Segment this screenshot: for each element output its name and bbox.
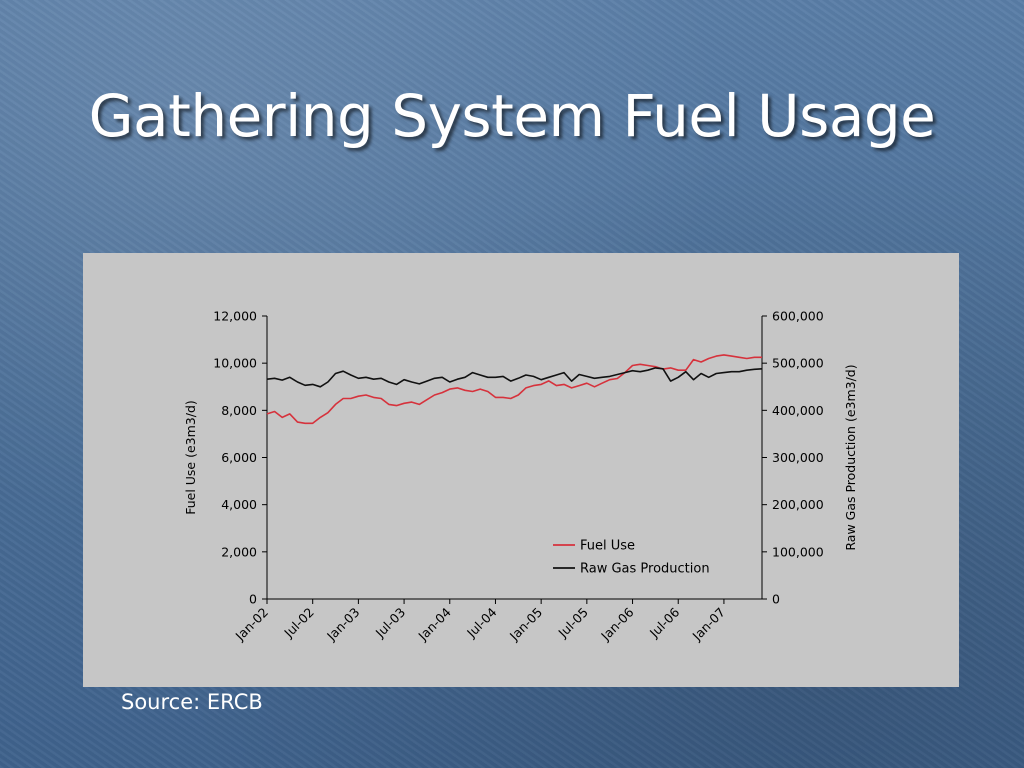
y-axis-left-title: Fuel Use (e3m3/d) bbox=[183, 400, 198, 515]
y-right-tick-label: 600,000 bbox=[772, 309, 824, 324]
series-line-fuel-use bbox=[266, 354, 762, 425]
legend-label: Raw Gas Production bbox=[580, 562, 710, 577]
x-tick-label: Jan-03 bbox=[323, 605, 362, 644]
x-tick-label: Jul-06 bbox=[646, 604, 682, 640]
y-left-tick-label: 0 bbox=[249, 592, 257, 607]
x-tick-label: Jan-06 bbox=[597, 604, 636, 643]
slide-title: Gathering System Fuel Usage bbox=[88, 82, 936, 150]
x-tick-label: Jul-02 bbox=[280, 605, 316, 641]
series-line-raw-gas-production bbox=[266, 367, 763, 388]
y-left-tick-label: 4,000 bbox=[221, 497, 257, 512]
x-tick-label: Jan-04 bbox=[415, 604, 454, 643]
y-right-tick-label: 400,000 bbox=[772, 403, 824, 418]
y-right-tick-label: 500,000 bbox=[772, 356, 824, 371]
y-right-tick-label: 100,000 bbox=[772, 544, 824, 559]
x-tick-label: Jan-05 bbox=[506, 605, 545, 644]
chart-legend: Fuel Use Raw Gas Production bbox=[553, 539, 710, 577]
y-left-tick-label: 10,000 bbox=[213, 356, 257, 371]
x-tick-label: Jul-03 bbox=[372, 605, 408, 641]
chart-svg: 0 2,000 4,000 6,000 8,000 10,000 12,000 0 100,00… bbox=[183, 309, 858, 644]
y-axis-right-title: Raw Gas Production (e3m3/d) bbox=[843, 364, 858, 550]
y-right-tick-label: 200,000 bbox=[772, 497, 824, 512]
x-tick-label: Jul-05 bbox=[555, 605, 591, 641]
y-right-tick-label: 300,000 bbox=[772, 450, 824, 465]
legend-label: Fuel Use bbox=[580, 539, 635, 554]
y-left-tick-label: 6,000 bbox=[221, 450, 257, 465]
chart-panel: 0 2,000 4,000 6,000 8,000 10,000 12,000 0 100,00… bbox=[83, 253, 959, 687]
y-left-tick-label: 12,000 bbox=[213, 309, 257, 324]
y-right-tick-label: 0 bbox=[772, 592, 780, 607]
y-left-tick-label: 2,000 bbox=[221, 544, 257, 559]
y-left-tick-label: 8,000 bbox=[221, 403, 257, 418]
chart-axes: 0 2,000 4,000 6,000 8,000 10,000 12,000 0 100,00… bbox=[183, 309, 858, 644]
chart-series-layer bbox=[266, 354, 763, 425]
x-tick-label: Jan-07 bbox=[689, 605, 728, 644]
x-tick-label: Jan-02 bbox=[232, 605, 271, 644]
x-tick-label: Jul-04 bbox=[463, 604, 499, 640]
source-note: Source: ERCB bbox=[121, 690, 263, 714]
